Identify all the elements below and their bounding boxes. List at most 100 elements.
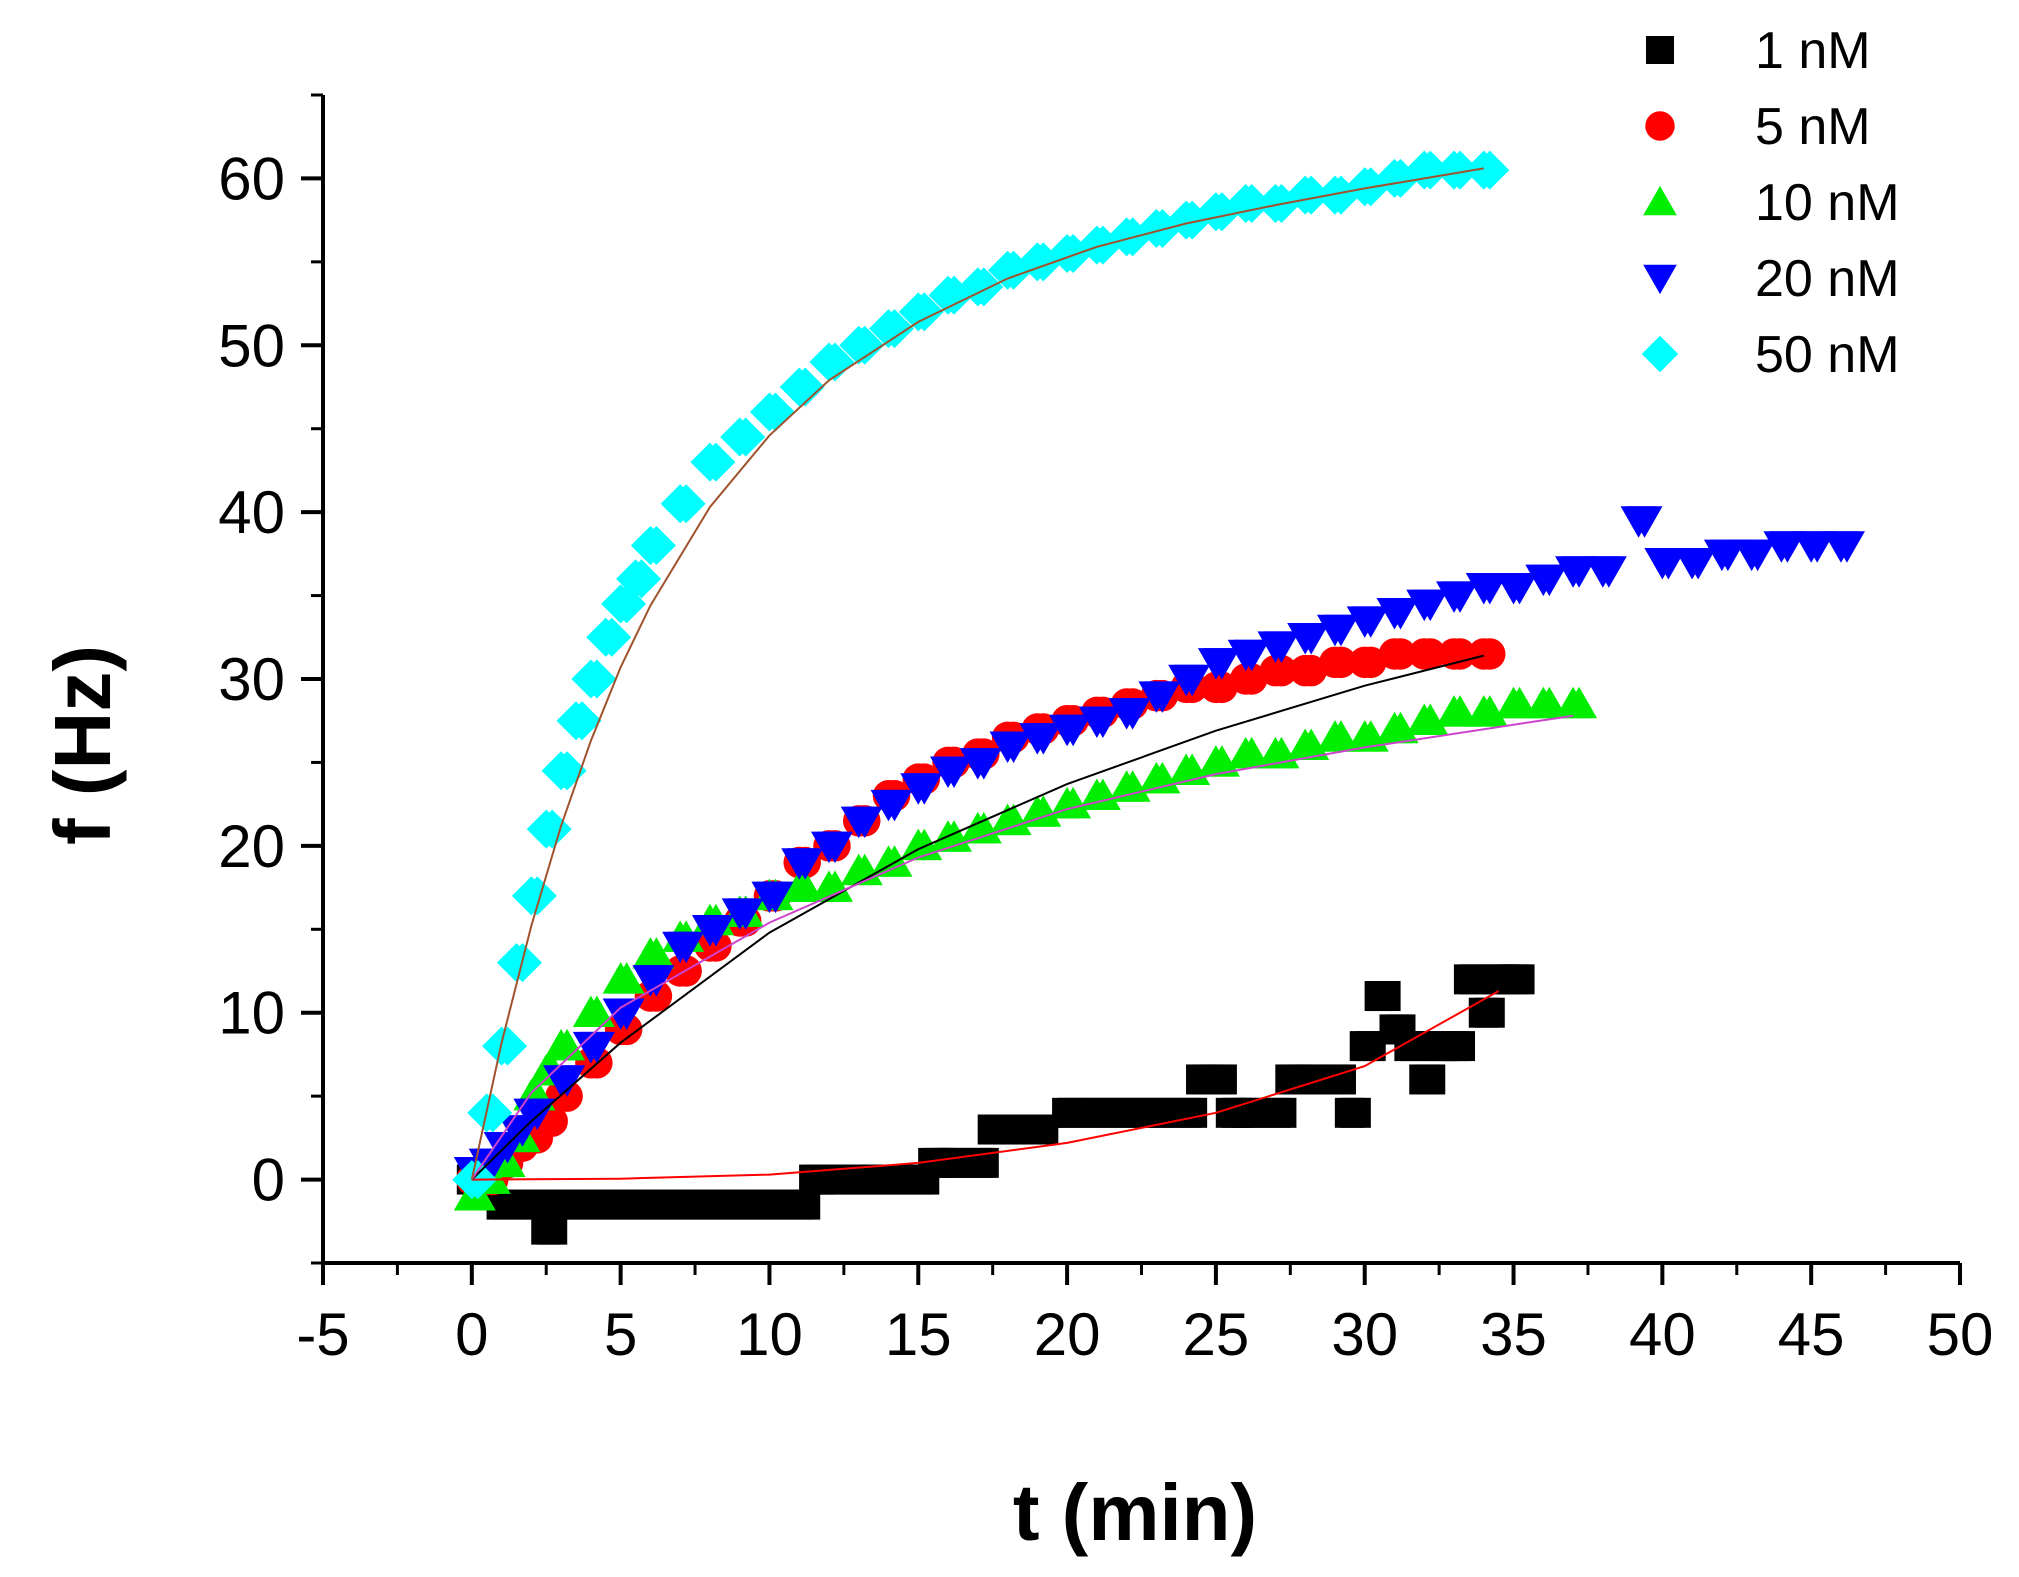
data-point bbox=[1739, 539, 1776, 572]
data-point bbox=[473, 1093, 513, 1133]
x-tick-label: 5 bbox=[604, 1301, 637, 1368]
legend-marker bbox=[1646, 36, 1674, 64]
data-point bbox=[1680, 547, 1717, 580]
data-point bbox=[906, 773, 943, 805]
y-tick-label: 30 bbox=[218, 646, 285, 713]
data-point bbox=[816, 831, 853, 864]
y-tick-label: 50 bbox=[218, 312, 285, 379]
data-point bbox=[1114, 770, 1151, 802]
data-point bbox=[876, 789, 913, 822]
legend-label: 10 nM bbox=[1755, 174, 1900, 232]
data-point bbox=[995, 803, 1032, 836]
data-point bbox=[1414, 638, 1447, 670]
x-tick-label: 40 bbox=[1629, 1301, 1696, 1368]
data-point bbox=[1177, 1097, 1208, 1128]
data-point bbox=[785, 367, 825, 407]
data-point bbox=[697, 915, 734, 947]
data-point bbox=[1293, 728, 1330, 760]
data-point bbox=[1322, 720, 1359, 752]
data-point bbox=[1471, 572, 1508, 605]
y-tick-label: 60 bbox=[218, 145, 285, 212]
legend-marker bbox=[1643, 185, 1677, 216]
y-tick-label: 0 bbox=[252, 1147, 285, 1214]
data-point bbox=[608, 962, 645, 994]
data-point bbox=[1144, 681, 1181, 713]
data-point bbox=[608, 998, 645, 1030]
data-point bbox=[787, 870, 824, 902]
legend-marker bbox=[1645, 111, 1675, 141]
data-point bbox=[1442, 695, 1479, 727]
x-tick-label: 35 bbox=[1480, 1301, 1547, 1368]
data-point bbox=[1769, 531, 1806, 563]
data-point bbox=[965, 811, 1002, 844]
data-point bbox=[757, 881, 794, 914]
data-point bbox=[1322, 614, 1359, 647]
data-point bbox=[1340, 1097, 1371, 1128]
data-point bbox=[532, 809, 572, 849]
data-point bbox=[1445, 1031, 1476, 1062]
data-point bbox=[1501, 572, 1538, 605]
data-point bbox=[488, 1026, 528, 1066]
data-point bbox=[1828, 531, 1865, 563]
data-point bbox=[1325, 646, 1357, 679]
fit-line bbox=[471, 990, 1500, 1181]
data-point bbox=[787, 848, 824, 880]
data-point bbox=[1799, 531, 1836, 563]
data-point bbox=[815, 342, 855, 382]
data-point bbox=[904, 292, 944, 332]
legend-item: 50 nM bbox=[1641, 326, 1900, 384]
data-point bbox=[1384, 638, 1417, 670]
data-point bbox=[1352, 606, 1389, 638]
data-point bbox=[1232, 183, 1272, 223]
data-point bbox=[1263, 631, 1300, 663]
legend-item: 10 nM bbox=[1643, 174, 1900, 232]
data-point bbox=[1442, 581, 1479, 613]
data-point bbox=[965, 748, 1002, 780]
y-tick-label: 10 bbox=[218, 980, 285, 1047]
data-point bbox=[1084, 706, 1121, 738]
fit-line bbox=[471, 654, 1485, 1181]
data-point bbox=[1561, 686, 1598, 719]
data-point bbox=[1626, 506, 1663, 538]
data-point bbox=[1295, 654, 1327, 687]
x-tick-label: 30 bbox=[1331, 1301, 1398, 1368]
legend-item: 5 nM bbox=[1645, 98, 1871, 156]
data-point bbox=[638, 965, 675, 997]
data-point bbox=[1114, 698, 1151, 730]
data-point bbox=[592, 617, 632, 657]
data-point bbox=[816, 870, 853, 902]
x-tick-label: 50 bbox=[1927, 1301, 1994, 1368]
data-point bbox=[1055, 714, 1092, 747]
data-point bbox=[622, 559, 662, 599]
fit-lines bbox=[470, 167, 1574, 1181]
data-point bbox=[578, 995, 615, 1027]
data-point bbox=[1382, 598, 1419, 630]
data-point bbox=[876, 845, 913, 877]
data-point bbox=[1206, 1064, 1237, 1095]
data-point bbox=[1233, 639, 1270, 672]
data-point bbox=[1709, 539, 1746, 572]
x-tick-label: -5 bbox=[296, 1301, 349, 1368]
data-point bbox=[549, 1028, 586, 1061]
data-point bbox=[1474, 638, 1506, 670]
data-point bbox=[790, 1189, 821, 1220]
data-point bbox=[1531, 564, 1568, 597]
legend: 1 nM 5 nM 10 nM 20 nM 50 nM bbox=[1641, 22, 1900, 384]
data-point bbox=[1354, 646, 1387, 679]
legend-label: 5 nM bbox=[1755, 98, 1871, 156]
data-point bbox=[726, 417, 766, 457]
data-point bbox=[1590, 556, 1627, 588]
legend-item: 1 nM bbox=[1646, 22, 1871, 80]
data-point bbox=[1471, 695, 1508, 727]
series-1-nm bbox=[456, 964, 1535, 1245]
data-point bbox=[1233, 736, 1270, 769]
plot-area bbox=[452, 150, 1865, 1245]
data-point bbox=[562, 701, 602, 741]
data-point bbox=[1412, 589, 1449, 622]
y-tick-label: 20 bbox=[218, 813, 285, 880]
x-axis-ticks: -5 0 5 10 15 20 25 30 35 40 45 50 bbox=[296, 1263, 1993, 1368]
data-point bbox=[995, 731, 1032, 763]
data-point bbox=[1561, 556, 1598, 588]
data-point bbox=[1203, 648, 1240, 680]
